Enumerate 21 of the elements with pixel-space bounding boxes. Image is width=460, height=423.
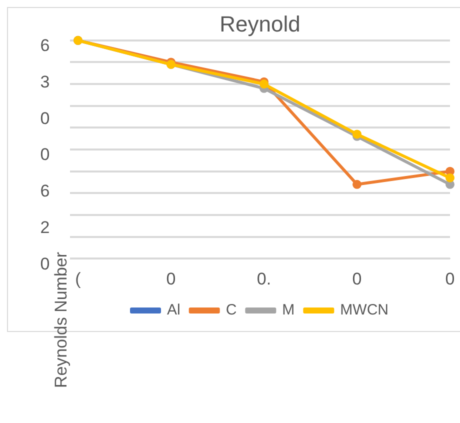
text: 6 <box>40 36 50 56</box>
point <box>260 80 268 89</box>
y-axis-title: Reynolds Number <box>52 252 71 388</box>
text: 3 <box>40 72 50 92</box>
x-tick-label: 0 <box>445 269 455 288</box>
text: 0 <box>40 254 50 274</box>
point <box>446 173 454 182</box>
legend-label: M <box>282 302 295 319</box>
legend-label: C <box>226 302 237 319</box>
legend-label: Al <box>167 302 180 319</box>
x-tick-label: 0 <box>352 269 362 288</box>
chart-title: Reynold <box>220 11 300 36</box>
text: 2 <box>40 218 50 237</box>
text: 0 <box>40 145 50 164</box>
text: 6 <box>40 182 50 201</box>
text: 0 <box>40 108 50 128</box>
x-tick-label: 0. <box>256 269 272 288</box>
x-tick-label: 0 <box>166 269 176 288</box>
legend-label: MWCN <box>340 302 388 319</box>
point <box>352 180 362 189</box>
x-tick-label: ( <box>75 269 82 288</box>
